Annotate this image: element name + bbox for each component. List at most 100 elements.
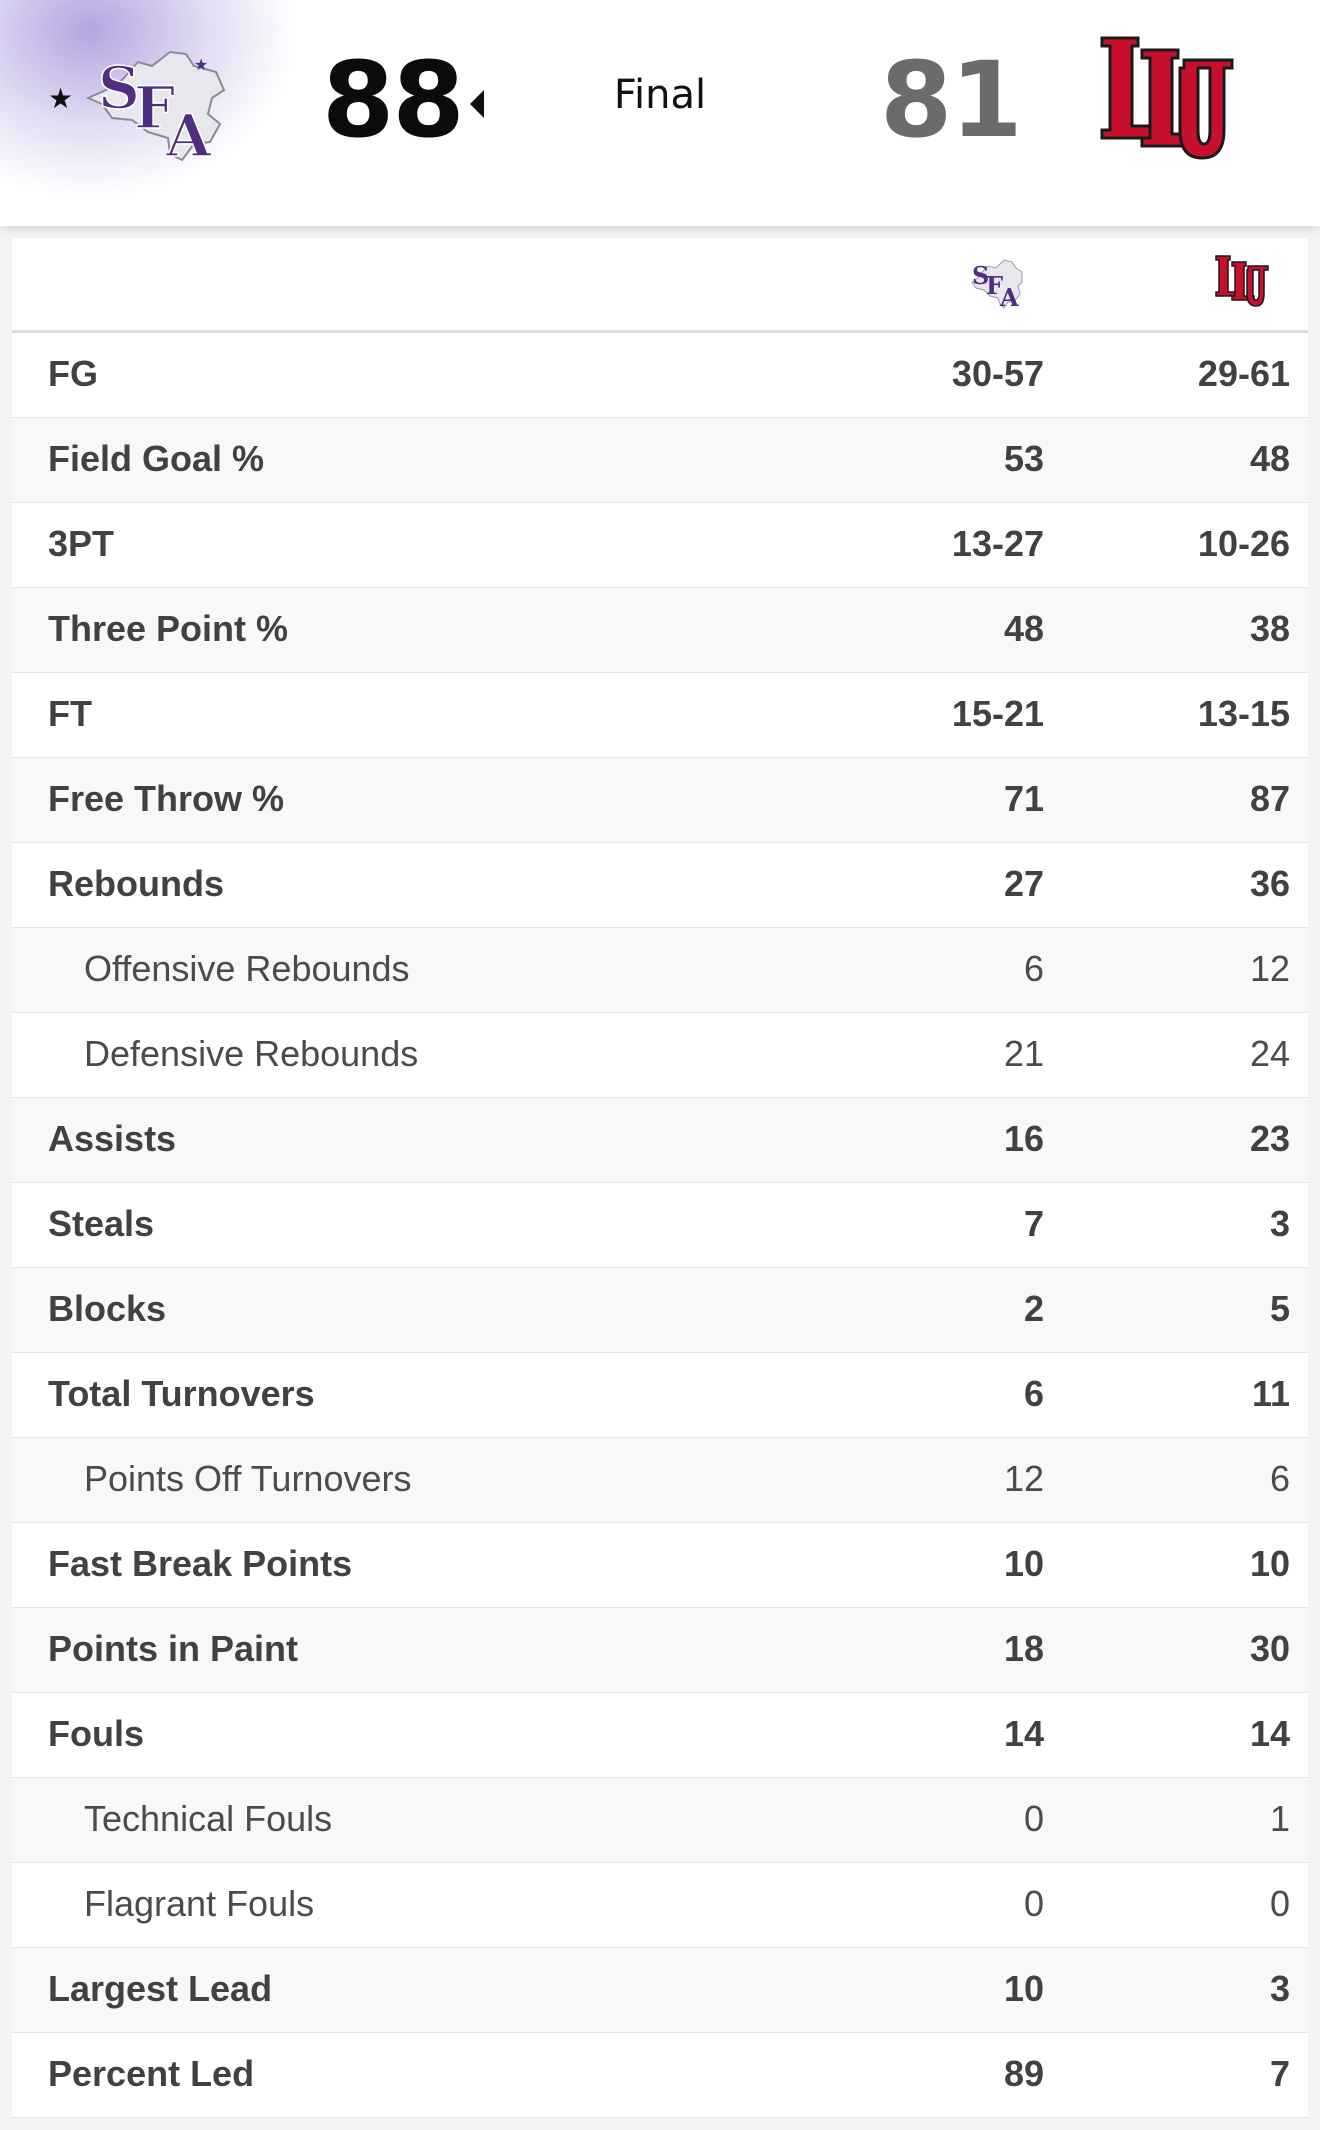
svg-text:S: S <box>98 54 140 122</box>
scoreboard-header: ★ S F A ★ 88 Final 81 <box>0 0 1320 226</box>
stat-away-value: 7 <box>1269 2053 1290 2094</box>
stat-away-value: 0 <box>1269 1883 1290 1924</box>
stat-row: Total Turnovers 6 11 <box>12 1353 1308 1438</box>
stat-row: Flagrant Fouls 0 0 <box>12 1863 1308 1948</box>
stat-label: Assists <box>48 1118 177 1159</box>
stat-row: Rebounds 27 36 <box>12 843 1308 928</box>
stat-away-value: 3 <box>1269 1203 1290 1244</box>
stat-away-value: 30 <box>1249 1628 1290 1669</box>
stat-row: Points Off Turnovers 12 6 <box>12 1438 1308 1523</box>
stat-label: Steals <box>48 1203 155 1244</box>
stat-label: Total Turnovers <box>48 1373 315 1414</box>
stat-home-value: 89 <box>1003 2053 1044 2094</box>
stat-away-value: 14 <box>1249 1713 1290 1754</box>
stat-row: Largest Lead 10 3 <box>12 1948 1308 2033</box>
svg-text:S: S <box>972 261 989 290</box>
stat-away-value: 6 <box>1269 1458 1290 1499</box>
stat-away-value: 38 <box>1249 608 1290 649</box>
stat-home-value: 7 <box>1023 1203 1044 1244</box>
stat-label: Fast Break Points <box>48 1543 353 1584</box>
stat-away-value: 11 <box>1251 1373 1290 1414</box>
stat-row: Three Point % 48 38 <box>12 588 1308 673</box>
away-score: 81 <box>880 39 1023 161</box>
stat-label: Free Throw % <box>48 778 285 819</box>
stat-label: Points Off Turnovers <box>84 1458 412 1499</box>
stat-home-value: 16 <box>1003 1118 1044 1159</box>
stat-label: 3PT <box>48 523 115 564</box>
stat-home-value: 53 <box>1003 438 1044 479</box>
stat-row: Free Throw % 71 87 <box>12 758 1308 843</box>
stat-row: 3PT 13-27 10-26 <box>12 503 1308 588</box>
stat-away-value: 29-61 <box>1197 353 1290 394</box>
stat-row: Defensive Rebounds 21 24 <box>12 1013 1308 1098</box>
stat-home-value: 6 <box>1023 1373 1044 1414</box>
stat-away-value: 23 <box>1249 1118 1290 1159</box>
svg-text:F: F <box>986 271 1003 300</box>
stat-label: Field Goal % <box>48 438 265 479</box>
stat-away-value: 5 <box>1269 1288 1290 1329</box>
stat-label: Blocks <box>48 1288 167 1329</box>
svg-text:A: A <box>165 102 212 168</box>
stat-home-value: 48 <box>1003 608 1044 649</box>
stat-row: Fouls 14 14 <box>12 1693 1308 1778</box>
stat-rows: FG 30-57 29-61 Field Goal % 53 48 3PT 13-27 10-2… <box>12 333 1308 2118</box>
stat-label: Offensive Rebounds <box>84 948 410 989</box>
stat-home-value: 21 <box>1003 1033 1044 1074</box>
stat-row: FT 15-21 13-15 <box>12 673 1308 758</box>
stat-home-value: 13-27 <box>951 523 1044 564</box>
away-team-logo-small <box>1215 255 1269 307</box>
stat-label: Largest Lead <box>48 1968 273 2009</box>
stat-away-value: 1 <box>1269 1798 1290 1839</box>
stat-row: Fast Break Points 10 10 <box>12 1523 1308 1608</box>
stat-row: Steals 7 3 <box>12 1183 1308 1268</box>
stat-home-value: 27 <box>1003 863 1044 904</box>
winner-arrow-icon <box>470 90 484 118</box>
home-team-logo-small: S F A <box>971 259 1023 310</box>
stat-home-value: 0 <box>1023 1883 1044 1924</box>
stat-row: Offensive Rebounds 6 12 <box>12 928 1308 1013</box>
stat-away-value: 3 <box>1269 1968 1290 2009</box>
stat-home-value: 30-57 <box>951 353 1044 394</box>
stat-home-value: 2 <box>1023 1288 1044 1329</box>
stat-home-value: 18 <box>1003 1628 1044 1669</box>
stat-label: Defensive Rebounds <box>84 1033 419 1074</box>
stat-away-value: 10 <box>1249 1543 1290 1584</box>
stat-label: Three Point % <box>48 608 289 649</box>
stat-label: Technical Fouls <box>84 1798 333 1839</box>
stat-away-value: 48 <box>1249 438 1290 479</box>
stat-label: FG <box>48 353 98 394</box>
team-stats-table: S F A FG 30-57 29-61 Field Goal % 53 48 3PT 13-… <box>12 238 1308 2118</box>
stat-label: FT <box>48 693 92 734</box>
away-team-logo[interactable] <box>1098 34 1238 164</box>
stat-away-value: 12 <box>1249 948 1290 989</box>
stat-row: FG 30-57 29-61 <box>12 333 1308 418</box>
home-team-logo[interactable]: S F A ★ <box>82 32 232 168</box>
stat-label: Percent Led <box>48 2053 255 2094</box>
stat-row: Assists 16 23 <box>12 1098 1308 1183</box>
stat-row: Points in Paint 18 30 <box>12 1608 1308 1693</box>
stat-label: Fouls <box>48 1713 144 1754</box>
stat-home-value: 14 <box>1003 1713 1044 1754</box>
stat-home-value: 6 <box>1023 948 1044 989</box>
stat-home-value: 10 <box>1003 1968 1044 2009</box>
stat-label: Rebounds <box>48 863 224 904</box>
stat-label: Flagrant Fouls <box>84 1883 315 1924</box>
stat-label: Points in Paint <box>48 1628 299 1669</box>
svg-text:★: ★ <box>194 57 208 74</box>
stat-row: Percent Led 89 7 <box>12 2033 1308 2118</box>
team-stats-header: S F A <box>12 238 1308 333</box>
stat-home-value: 12 <box>1003 1458 1044 1499</box>
winner-star-icon: ★ <box>48 83 74 114</box>
stat-home-value: 71 <box>1003 778 1044 819</box>
stat-away-value: 24 <box>1249 1033 1290 1074</box>
stat-row: Technical Fouls 0 1 <box>12 1778 1308 1863</box>
home-score: 88 <box>322 39 465 161</box>
game-status: Final <box>613 72 707 118</box>
svg-text:A: A <box>999 283 1019 310</box>
stat-home-value: 10 <box>1003 1543 1044 1584</box>
svg-text:F: F <box>134 74 175 142</box>
stat-home-value: 0 <box>1023 1798 1044 1839</box>
stat-away-value: 87 <box>1249 778 1290 819</box>
stat-row: Field Goal % 53 48 <box>12 418 1308 503</box>
stat-away-value: 10-26 <box>1197 523 1290 564</box>
